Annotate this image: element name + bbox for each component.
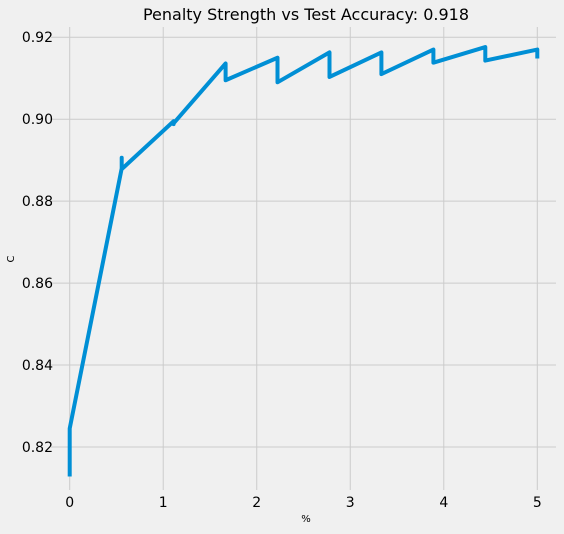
y-tick-label: 0.82: [22, 440, 53, 456]
y-tick-label: 0.90: [22, 112, 53, 128]
series-layer: [67, 45, 540, 477]
y-tick-label: 0.92: [22, 30, 53, 46]
grid: [51, 27, 556, 490]
x-axis-label: %: [301, 514, 311, 525]
x-tick-label: 2: [252, 495, 261, 511]
y-axis-label: C: [6, 255, 17, 262]
y-tick-label: 0.84: [22, 358, 53, 374]
x-tick-label: 5: [533, 495, 542, 511]
series-line: [67, 45, 540, 477]
y-tick-label: 0.88: [22, 194, 53, 210]
y-tick-label: 0.86: [22, 276, 53, 292]
x-tick-label: 4: [439, 495, 448, 511]
tick-labels: 0 1 2 3 4 5 0.82 0.84 0.86 0.88 0.90 0.92: [22, 30, 542, 511]
x-tick-label: 3: [346, 495, 355, 511]
x-tick-label: 0: [65, 495, 74, 511]
x-tick-label: 1: [159, 495, 168, 511]
chart-title: Penalty Strength vs Test Accuracy: 0.918: [143, 5, 469, 24]
